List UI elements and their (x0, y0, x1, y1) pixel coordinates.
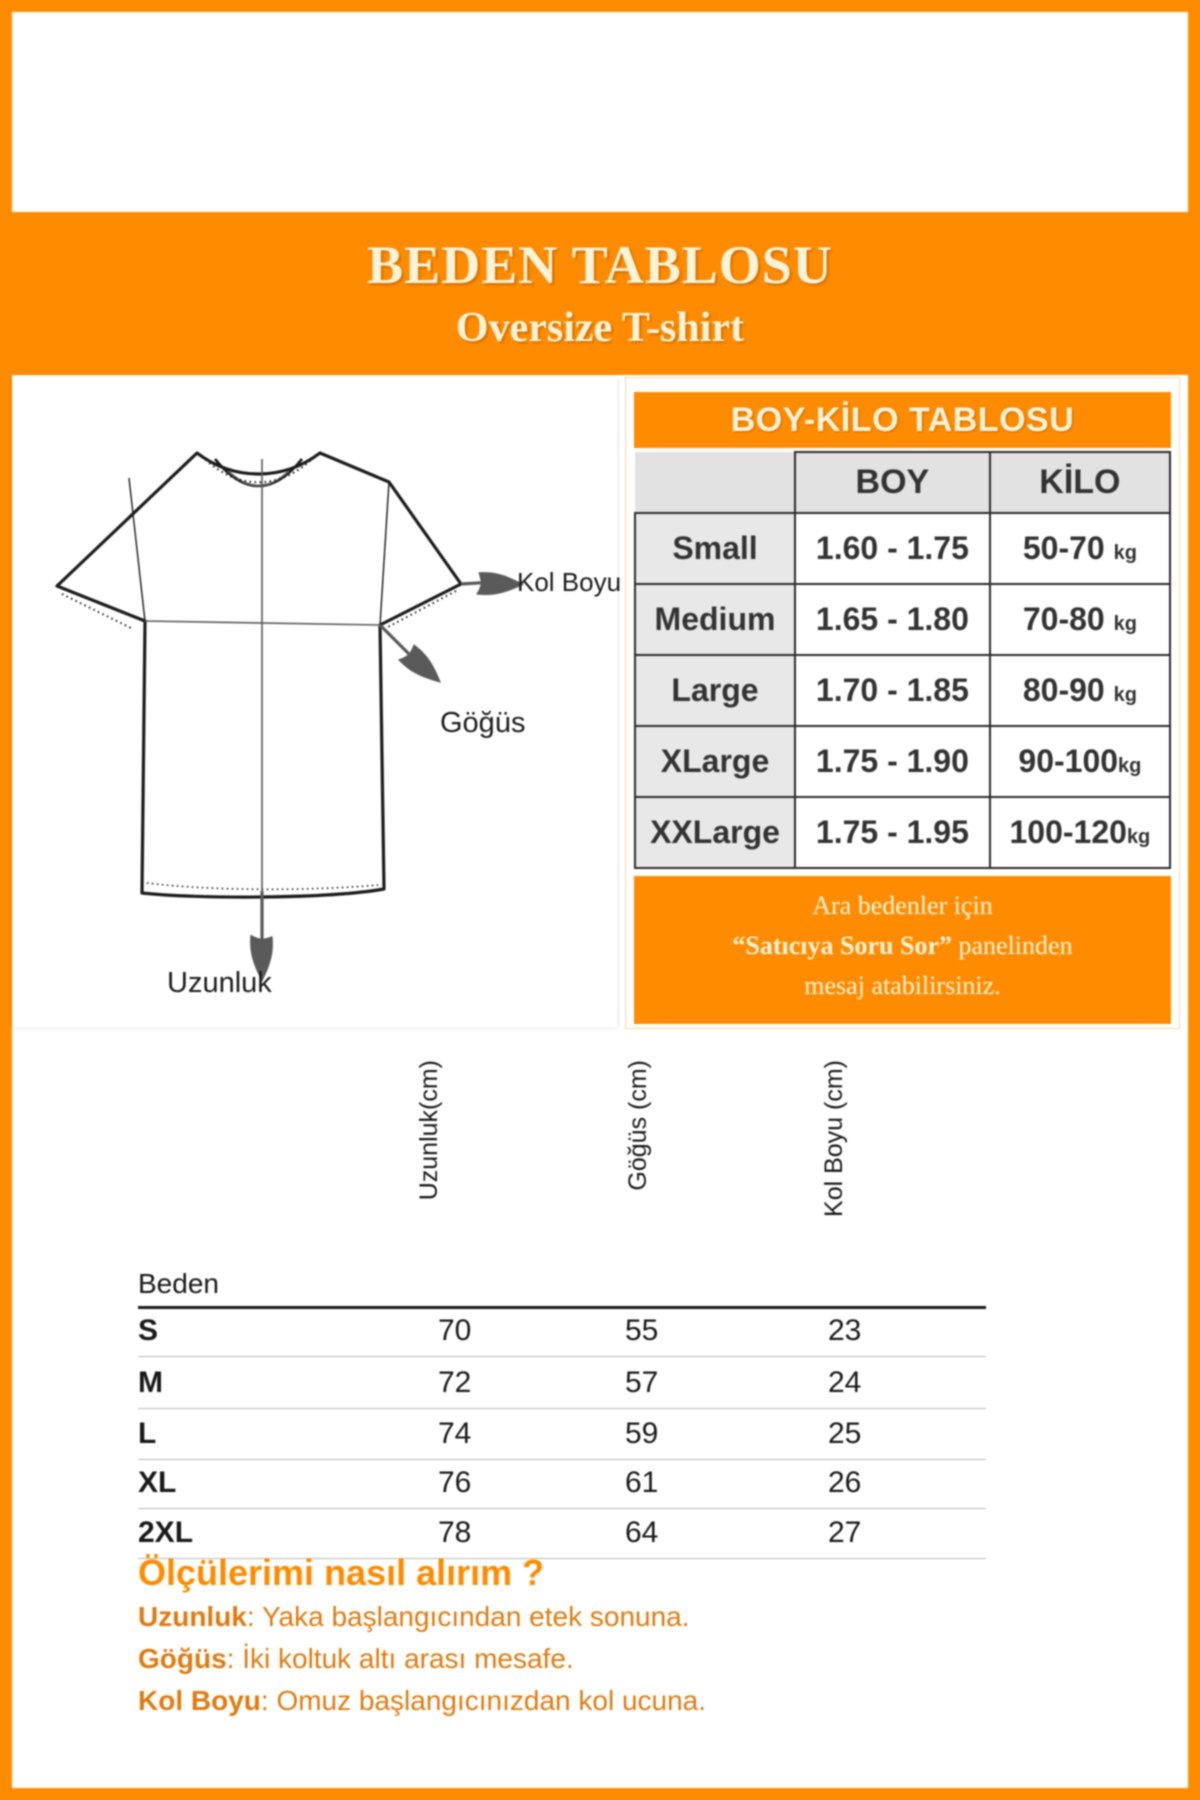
svg-text:Uzunluk: Uzunluk (167, 967, 272, 999)
svg-text:Kol Boyu: Kol Boyu (517, 567, 621, 597)
svg-text:Göğüs: Göğüs (440, 707, 525, 739)
